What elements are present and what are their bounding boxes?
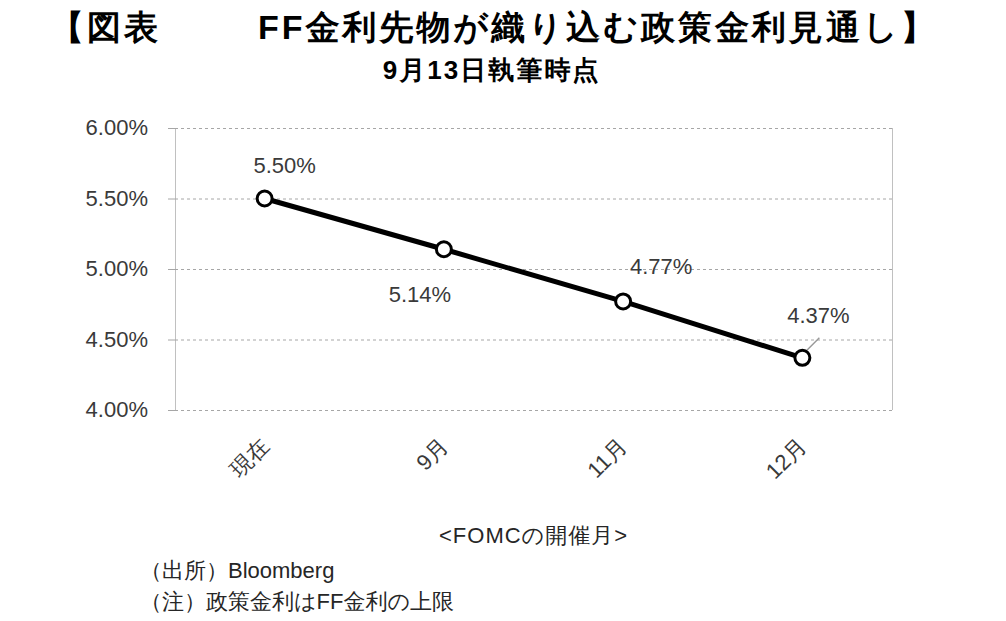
data-point-label: 4.37% [787, 303, 849, 329]
y-tick-label: 4.00% [28, 396, 148, 424]
data-point-marker [795, 350, 810, 365]
footnotes: （出所）Bloomberg （注）政策金利はFF金利の上限 [140, 555, 454, 617]
y-tick-label: 4.50% [28, 326, 148, 354]
y-tick-label: 6.00% [28, 114, 148, 142]
y-tick-label: 5.00% [28, 255, 148, 283]
series-line [265, 199, 803, 358]
y-tick-label: 5.50% [28, 185, 148, 213]
data-point-label: 4.77% [630, 254, 692, 280]
data-point-marker [616, 294, 631, 309]
page: 【図表 FF金利先物が織り込む政策金利見通し】 9月13日執筆時点 6.00%5… [0, 0, 1006, 621]
x-axis-title: <FOMCの開催月> [175, 521, 892, 551]
data-point-label: 5.14% [389, 282, 451, 308]
data-point-marker [436, 242, 451, 257]
source-note: （出所）Bloomberg [140, 555, 454, 586]
data-point-marker [257, 191, 272, 206]
data-point-label: 5.50% [253, 153, 315, 179]
remark-note: （注）政策金利はFF金利の上限 [140, 586, 454, 617]
